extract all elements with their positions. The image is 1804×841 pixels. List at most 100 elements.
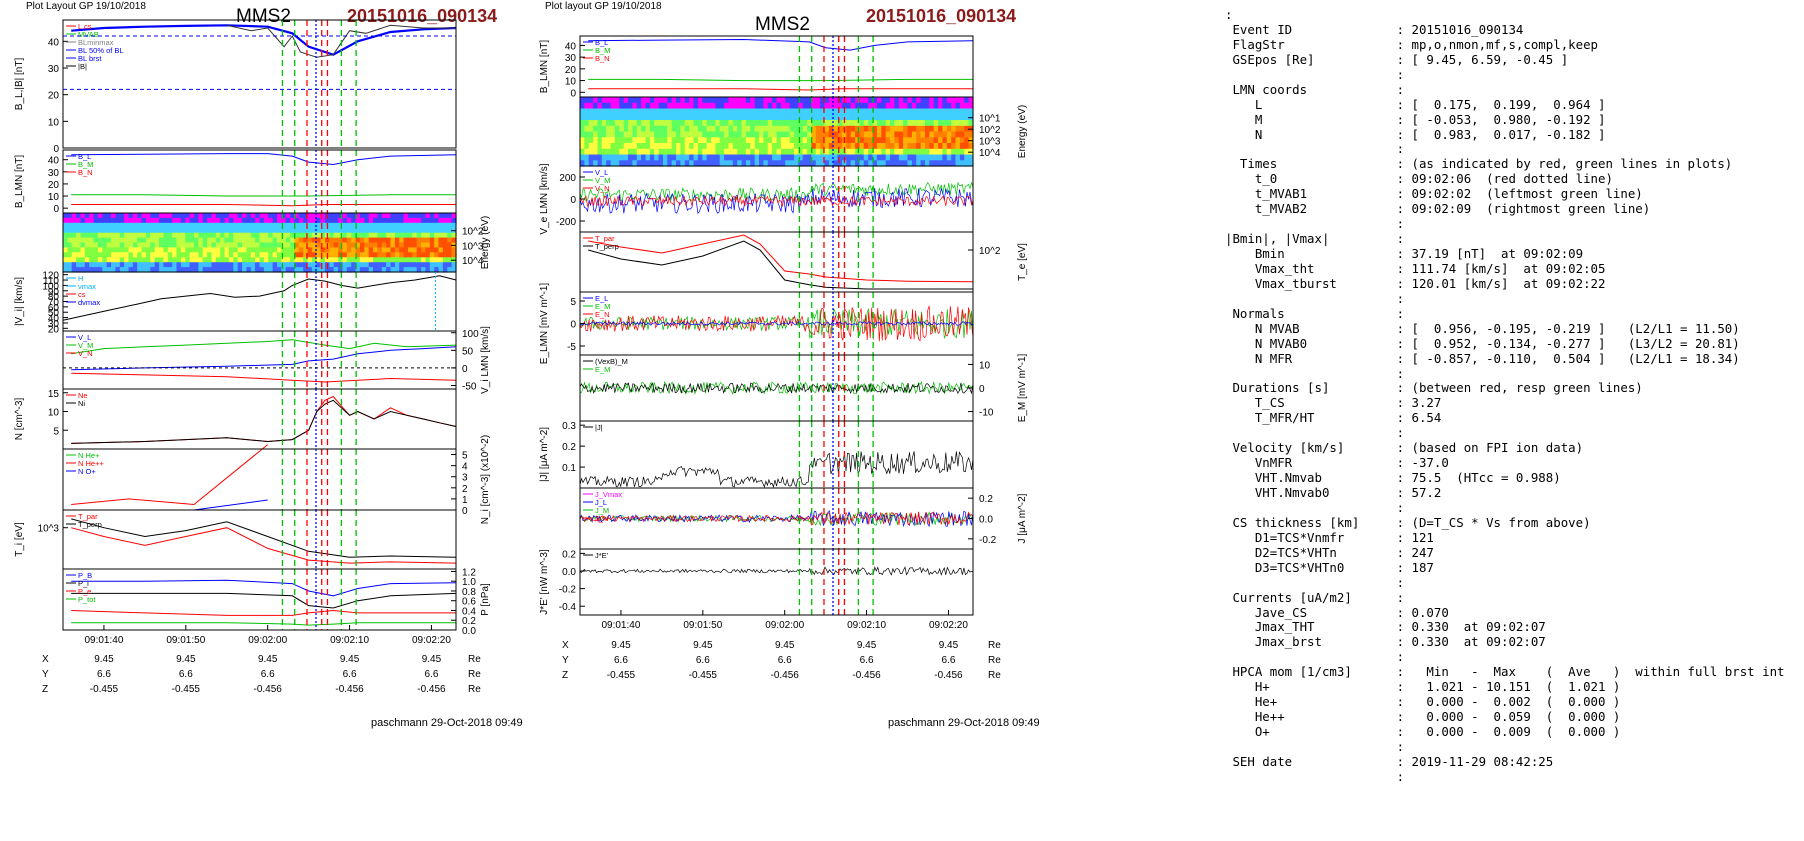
heatmap-cell	[925, 160, 930, 167]
heatmap-cell	[412, 213, 418, 219]
heatmap-cell	[654, 114, 660, 121]
heatmap-cell	[807, 143, 813, 150]
heatmap-cell	[807, 102, 813, 110]
heatmap-cell	[684, 154, 690, 161]
heatmap-cell	[97, 213, 103, 219]
heatmap-cell	[846, 97, 852, 104]
heatmap-cell	[189, 247, 195, 253]
heatmap-cell	[898, 143, 904, 150]
heatmap-cell	[671, 97, 677, 104]
heatmap-cell	[198, 257, 204, 263]
heatmap-cell	[868, 125, 874, 133]
heatmap-cell	[933, 160, 939, 167]
heatmap-cell	[916, 114, 922, 121]
heatmap-cell	[172, 262, 178, 268]
heatmap-cell	[416, 232, 422, 239]
x-tick-label: 09:01:50	[683, 620, 722, 631]
heatmap-cell	[364, 213, 370, 219]
heatmap-cell	[394, 247, 400, 253]
heatmap-cell	[333, 247, 339, 253]
info-line: Vmax_tburst : 120.01 [km/s] at 09:02:22	[1225, 275, 1606, 291]
heatmap-cell	[132, 267, 138, 273]
heatmap-cell	[172, 242, 178, 248]
heatmap-cell	[846, 108, 852, 115]
heatmap-cell	[584, 154, 590, 161]
heatmap-cell	[741, 160, 747, 167]
heatmap-cell	[403, 247, 409, 253]
heatmap-cell	[711, 160, 716, 167]
heatmap-cell	[408, 227, 413, 234]
heatmap-cell	[429, 232, 435, 239]
heatmap-cell	[307, 252, 313, 258]
heatmap-cell	[403, 262, 409, 268]
heatmap-cell	[298, 217, 304, 224]
heatmap-cell	[150, 213, 156, 219]
panel-frame	[62, 330, 457, 390]
heatmap-cell	[955, 97, 961, 104]
heatmap-cell	[346, 267, 352, 273]
heatmap-cell	[176, 257, 182, 263]
heatmap-cell	[207, 252, 213, 258]
heatmap-cell	[246, 232, 252, 239]
legend-label: J_M	[595, 506, 609, 515]
heatmap-cell	[649, 160, 655, 167]
heatmap-cell	[684, 120, 690, 127]
heatmap-cell	[76, 262, 82, 268]
heatmap-cell	[255, 227, 261, 234]
heatmap-cell	[442, 232, 448, 239]
heatmap-cell	[628, 108, 633, 115]
heatmap-cell	[724, 131, 730, 138]
heatmap-cell	[421, 227, 427, 234]
heatmap-cell	[916, 102, 922, 110]
heatmap-cell	[154, 222, 160, 229]
heatmap-cell	[368, 257, 374, 263]
y-tick-label: 100	[42, 281, 59, 292]
heatmap-cell	[425, 227, 431, 234]
heatmap-cell	[855, 154, 861, 161]
heatmap-cell	[290, 267, 296, 273]
heatmap-cell	[780, 97, 786, 104]
heatmap-cell	[237, 237, 243, 244]
heatmap-cell	[259, 267, 265, 273]
position-row-label: X	[42, 654, 49, 665]
legend-label: cs	[78, 290, 86, 299]
legend-label: T_par	[78, 512, 98, 521]
heatmap-cell	[224, 232, 230, 239]
heatmap-cell	[403, 213, 409, 219]
heatmap-cell	[159, 213, 165, 219]
heatmap-cell	[228, 262, 234, 268]
heatmap-cell	[442, 242, 448, 248]
heatmap-cell	[859, 137, 865, 144]
heatmap-cell	[938, 143, 944, 150]
heatmap-cell	[645, 108, 651, 115]
heatmap-cell	[863, 120, 869, 127]
heatmap-cell	[855, 160, 861, 167]
heatmap-cell	[176, 232, 182, 239]
heatmap-cell	[855, 143, 861, 150]
heatmap-cell	[237, 232, 243, 239]
heatmap-cell	[680, 125, 686, 133]
y-tick-label: 0.2	[462, 616, 476, 627]
heatmap-cell	[180, 262, 186, 268]
heatmap-cell	[824, 125, 830, 133]
heatmap-cell	[228, 232, 234, 239]
heatmap-cell	[876, 143, 882, 150]
heatmap-cell	[916, 125, 922, 133]
heatmap-cell	[741, 137, 747, 144]
heatmap-cell	[759, 160, 764, 167]
heatmap-cell	[794, 102, 799, 110]
heatmap-cell	[925, 143, 930, 150]
heatmap-cell	[811, 120, 817, 127]
heatmap-cell	[745, 131, 751, 138]
heatmap-cell	[850, 114, 856, 121]
heatmap-cell	[320, 257, 326, 263]
heatmap-cell	[451, 222, 457, 229]
info-line: Jmax_THT : 0.330 at 09:02:07	[1225, 619, 1546, 635]
heatmap-cell	[447, 267, 453, 273]
heatmap-cell	[394, 232, 400, 239]
heatmap-cell	[898, 114, 904, 121]
heatmap-cell	[320, 213, 326, 219]
panel-frame	[62, 568, 457, 631]
position-value: -0.456	[335, 684, 364, 695]
heatmap-cell	[728, 131, 734, 138]
